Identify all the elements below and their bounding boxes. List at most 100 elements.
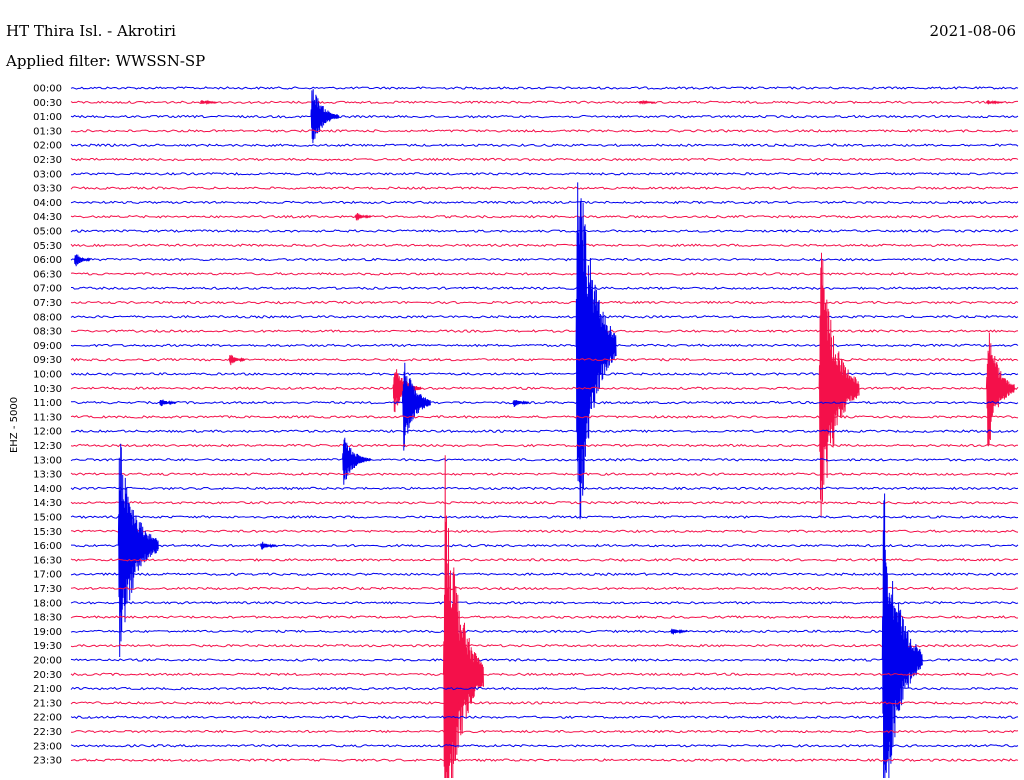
trace-line — [70, 415, 1019, 419]
channel-label: EHZ - 5000 — [9, 397, 20, 453]
tick-label: 19:30 — [33, 641, 62, 652]
tick-label: 22:30 — [33, 727, 62, 738]
trace-line — [70, 744, 1019, 748]
trace-line — [70, 229, 1019, 233]
tick-label: 17:00 — [33, 570, 62, 581]
trace-line — [70, 212, 1019, 221]
trace-line — [70, 701, 1019, 705]
tick-label: 23:00 — [33, 741, 62, 752]
trace-line — [70, 99, 1018, 106]
trace-line — [70, 86, 1019, 90]
tick-label: 10:00 — [33, 370, 62, 381]
tick-label: 02:30 — [33, 155, 62, 166]
trace-line — [70, 200, 1019, 205]
trace-line — [70, 272, 1019, 276]
tick-label: 20:00 — [33, 656, 62, 667]
tick-label: 23:30 — [33, 756, 62, 767]
tick-label: 16:30 — [33, 555, 62, 566]
tick-label: 07:00 — [33, 284, 62, 295]
trace-line — [70, 455, 1019, 779]
trace-line — [70, 354, 1019, 366]
trace-line — [70, 628, 1019, 635]
tick-label: 05:00 — [33, 227, 62, 238]
trace-line — [70, 182, 1019, 520]
tick-label: 14:30 — [33, 498, 62, 509]
tick-label: 17:30 — [33, 584, 62, 595]
trace-line — [70, 729, 1019, 734]
tick-label: 14:00 — [33, 484, 62, 495]
tick-label: 06:00 — [33, 255, 62, 266]
trace-line — [70, 643, 1019, 648]
trace-line — [70, 500, 1019, 505]
trace-line — [70, 243, 1018, 248]
tick-label: 21:30 — [33, 698, 62, 709]
tick-label: 18:30 — [33, 613, 62, 624]
tick-label: 18:00 — [33, 598, 62, 609]
trace-line — [70, 429, 1019, 434]
trace-line — [71, 362, 1019, 451]
trace-line — [70, 143, 1019, 148]
trace-line — [70, 515, 1019, 519]
tick-label: 00:00 — [33, 84, 62, 95]
tick-label: 02:00 — [33, 141, 62, 152]
tick-label: 01:00 — [33, 112, 62, 123]
trace-line — [70, 314, 1019, 319]
tick-label: 08:30 — [33, 327, 62, 338]
trace-line — [70, 252, 1019, 518]
tick-label: 12:00 — [33, 427, 62, 438]
trace-line — [71, 286, 1019, 291]
tick-label: 09:00 — [33, 341, 62, 352]
tick-label: 10:30 — [33, 384, 62, 395]
tick-label: 12:30 — [33, 441, 62, 452]
trace-line — [70, 572, 1019, 576]
trace-line — [70, 437, 1019, 485]
tick-label: 07:30 — [33, 298, 62, 309]
time-tick-labels: 00:00 00:30 01:00 01:30 02:00 02:30 03:00 03:30… — [33, 84, 62, 767]
station-title: HT Thira Isl. - Akrotiri — [6, 22, 176, 40]
tick-label: 03:30 — [33, 184, 62, 195]
tick-label: 06:30 — [33, 269, 62, 280]
trace-line — [70, 172, 1019, 176]
trace-line — [70, 372, 1019, 376]
filter-label: Applied filter: WWSSN-SP — [5, 52, 205, 70]
trace-line — [70, 586, 1019, 591]
record-date: 2021-08-06 — [930, 22, 1016, 40]
trace-line — [70, 558, 1019, 562]
tick-label: 00:30 — [33, 98, 62, 109]
tick-label: 09:30 — [33, 355, 62, 366]
tick-label: 21:00 — [33, 684, 62, 695]
trace-line — [70, 472, 1019, 476]
trace-line — [70, 443, 1018, 448]
trace-line — [70, 329, 1019, 333]
tick-label: 05:30 — [33, 241, 62, 252]
trace-line — [70, 254, 1019, 267]
tick-label: 13:30 — [33, 470, 62, 481]
trace-line — [70, 486, 1019, 491]
trace-line — [70, 529, 1019, 534]
tick-label: 20:30 — [33, 670, 62, 681]
trace-line — [70, 615, 1018, 619]
tick-label: 01:30 — [33, 126, 62, 137]
tick-label: 15:30 — [33, 527, 62, 538]
trace-line — [70, 493, 1019, 779]
trace-line — [70, 758, 1019, 762]
tick-label: 03:00 — [33, 169, 62, 180]
tick-label: 19:00 — [33, 627, 62, 638]
trace-line — [70, 157, 1019, 162]
trace-line — [70, 601, 1019, 605]
tick-label: 11:00 — [33, 398, 62, 409]
trace-line — [70, 129, 1018, 133]
tick-label: 11:30 — [33, 412, 62, 423]
tick-label: 04:30 — [33, 212, 62, 223]
trace-line — [70, 186, 1019, 190]
trace-line — [71, 443, 1019, 658]
tick-label: 13:00 — [33, 455, 62, 466]
trace-line — [70, 715, 1019, 719]
trace-line — [70, 300, 1019, 305]
tick-label: 08:00 — [33, 312, 62, 323]
tick-label: 04:00 — [33, 198, 62, 209]
trace-line — [70, 89, 1019, 144]
trace-line — [70, 686, 1019, 691]
tick-label: 15:00 — [33, 513, 62, 524]
